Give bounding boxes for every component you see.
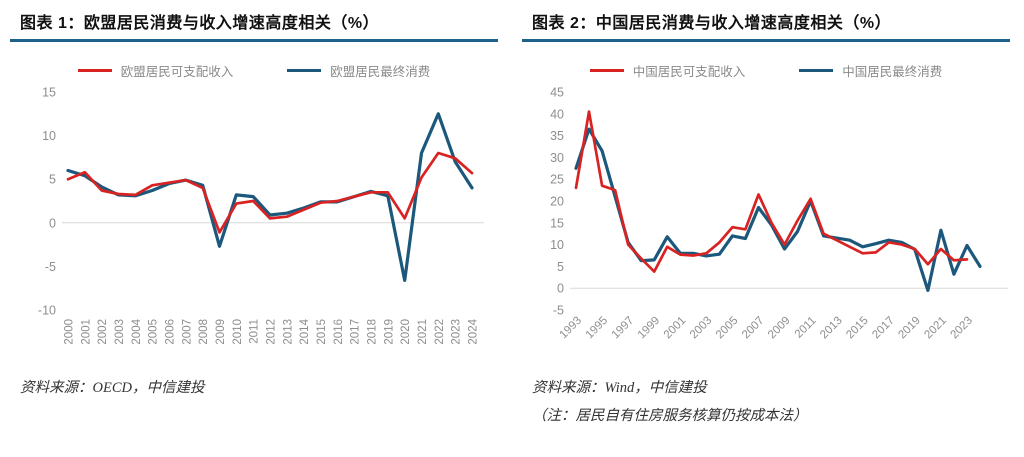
disposable-income-line — [574, 110, 969, 273]
y-axis-tick: -10 — [38, 304, 56, 318]
y-axis-tick: 35 — [550, 129, 564, 143]
x-axis-tick: 2003 — [688, 315, 715, 342]
final-consumption-line — [66, 112, 474, 282]
legend-label: 欧盟居民最终消费 — [330, 64, 431, 79]
legend-label: 欧盟居民可支配收入 — [120, 64, 234, 79]
legend-label: 中国居民最终消费 — [842, 64, 943, 79]
x-axis-tick: 2002 — [97, 319, 109, 345]
x-axis-tick: 2019 — [896, 315, 923, 342]
y-axis-tick: 25 — [550, 173, 564, 187]
y-axis-tick: 10 — [42, 129, 56, 143]
final-consumption-line — [574, 127, 982, 292]
x-axis-tick: 2013 — [818, 315, 845, 342]
y-axis-tick: -5 — [553, 304, 564, 318]
x-axis-tick: 2023 — [949, 315, 976, 342]
panel-eu: 图表 1：欧盟居民消费与收入增速高度相关（%） 欧盟居民可支配收入 欧盟居民最终消… — [10, 15, 498, 396]
legend-label: 中国居民可支配收入 — [632, 64, 746, 79]
x-axis-tick: 2010 — [232, 319, 244, 345]
y-axis-tick: 0 — [557, 282, 564, 296]
x-axis-tick: 2007 — [740, 315, 767, 342]
legend-item: 欧盟居民可支配收入 — [77, 61, 234, 80]
y-axis-tick: 0 — [49, 216, 56, 230]
legend-swatch-consumption — [799, 68, 834, 72]
x-axis-tick: 2012 — [266, 319, 278, 345]
panel-china: 图表 2：中国居民消费与收入增速高度相关（%） 中国居民可支配收入 中国居民最终消… — [512, 0, 1024, 457]
x-axis-tick: 2000 — [64, 319, 76, 345]
title-underline — [10, 39, 498, 42]
eu-chart-svg: 15 10 5 0 -5 -10 2000 2001 2002 2003 2004 2005 2006 2… — [38, 86, 484, 345]
x-axis-tick: 2007 — [181, 319, 193, 345]
x-axis-tick: 2001 — [662, 315, 689, 342]
title-underline — [522, 39, 1010, 42]
x-axis-tick: 2013 — [282, 319, 294, 345]
x-axis-tick: 2024 — [468, 318, 480, 344]
x-axis-tick: 2015 — [844, 315, 871, 342]
x-axis-tick: 2004 — [131, 318, 143, 344]
accounting-note: （注：居民自有住房服务核算仍按成本法） — [532, 408, 808, 424]
figure-title-china: 图表 2：中国居民消费与收入增速高度相关（%） — [532, 15, 892, 32]
legend-swatch-income — [77, 68, 112, 72]
y-axis-tick: 40 — [550, 107, 564, 121]
x-axis-tick: 2009 — [766, 315, 793, 342]
x-axis-tick: 1999 — [636, 315, 663, 342]
figure-title-eu: 图表 1：欧盟居民消费与收入增速高度相关（%） — [20, 15, 380, 32]
y-axis-tick: 15 — [550, 216, 564, 230]
x-axis-tick: 2015 — [316, 319, 328, 345]
y-axis-tick: 5 — [557, 260, 564, 274]
legend: 欧盟居民可支配收入 欧盟居民最终消费 — [10, 60, 498, 80]
x-axis-tick: 2014 — [299, 318, 311, 344]
y-axis-tick: 30 — [550, 151, 564, 165]
x-axis-tick: 2017 — [870, 315, 897, 342]
y-axis-tick: -5 — [45, 260, 56, 274]
source-note-china: 资料来源：Wind，中信建投 — [532, 380, 707, 396]
x-axis-tick: 2005 — [148, 319, 160, 345]
y-axis-tick: 20 — [550, 195, 564, 209]
x-axis-tick: 2023 — [451, 319, 463, 345]
x-axis-tick: 2008 — [198, 319, 210, 345]
x-axis-tick: 1993 — [558, 315, 585, 342]
y-axis-tick: 15 — [42, 86, 56, 100]
x-axis-tick: 2005 — [714, 315, 741, 342]
source-note-eu: 资料来源：OECD，中信建投 — [20, 380, 205, 396]
x-axis-tick: 2020 — [400, 319, 412, 345]
y-axis-tick: 10 — [550, 238, 564, 252]
legend-item: 中国居民可支配收入 — [589, 61, 746, 80]
x-axis-tick: 2018 — [367, 319, 379, 345]
x-axis-tick: 2001 — [80, 319, 92, 345]
x-axis-tick: 2003 — [114, 319, 126, 345]
x-axis-tick: 1997 — [610, 315, 637, 342]
x-axis-tick: 2006 — [165, 319, 177, 345]
x-axis-tick: 2019 — [383, 319, 395, 345]
x-axis-tick: 2016 — [333, 319, 345, 345]
x-axis-tick: 2011 — [249, 319, 261, 344]
x-axis-tick: 2017 — [350, 319, 362, 345]
x-axis-tick: 2021 — [417, 319, 429, 345]
legend: 中国居民可支配收入 中国居民最终消费 — [522, 60, 1010, 80]
x-axis-tick: 1995 — [584, 315, 611, 342]
disposable-income-line — [66, 151, 474, 234]
legend-item: 中国居民最终消费 — [799, 61, 942, 80]
x-axis-tick: 2011 — [793, 315, 819, 341]
x-axis-tick: 2009 — [215, 319, 227, 345]
legend-swatch-consumption — [287, 68, 322, 72]
x-axis-tick: 2022 — [434, 319, 446, 345]
legend-item: 欧盟居民最终消费 — [287, 61, 430, 80]
legend-swatch-income — [589, 68, 624, 72]
y-axis-tick: 45 — [550, 86, 564, 100]
y-axis-tick: 5 — [49, 173, 56, 187]
x-axis-tick: 2021 — [922, 315, 949, 342]
